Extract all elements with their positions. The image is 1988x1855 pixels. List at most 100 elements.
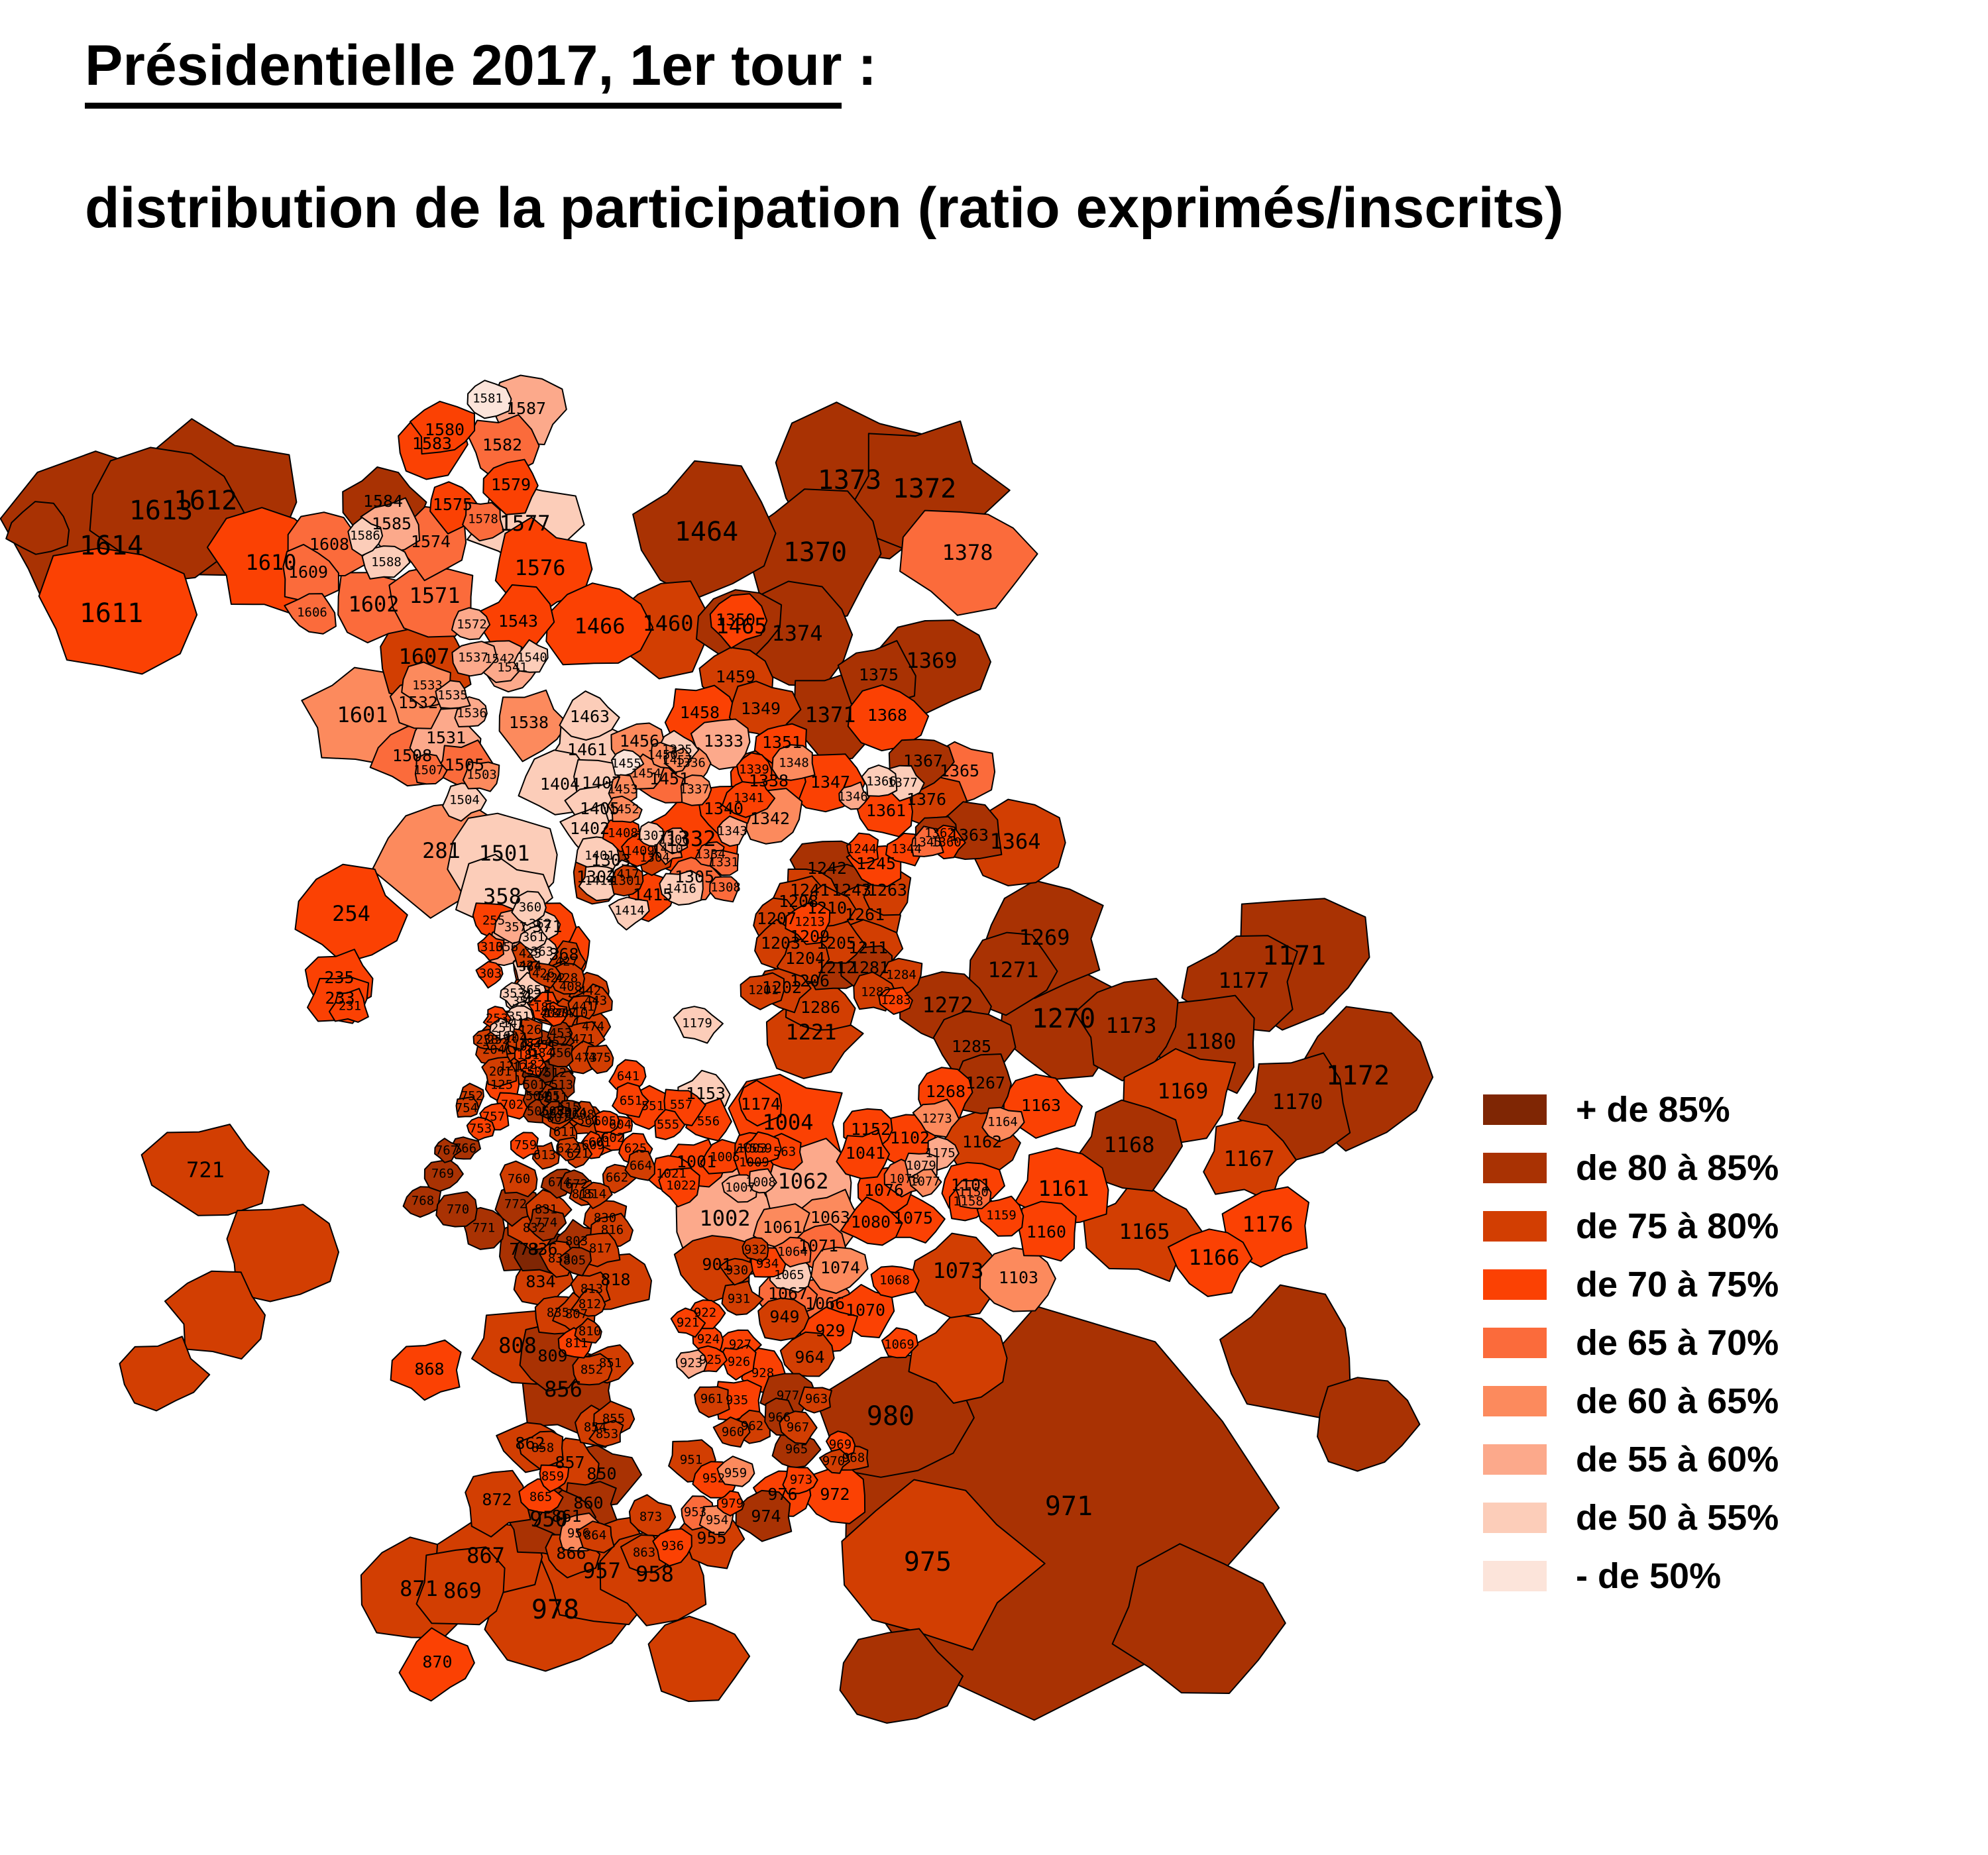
district-label-1461: 1461 (567, 740, 607, 759)
district-label-365: 365 (519, 983, 541, 998)
district-shape (908, 1313, 1008, 1404)
district-label-1272: 1272 (922, 992, 973, 1018)
district-label-1362: 1362 (924, 826, 955, 841)
district-label-424: 424 (519, 959, 541, 973)
district-label-408: 408 (559, 980, 582, 994)
district-shape-1348 (771, 744, 816, 781)
district-shape-555 (654, 1108, 686, 1140)
district-label-809: 809 (537, 1346, 567, 1365)
legend-swatch (1483, 1561, 1547, 1591)
district-label-1347: 1347 (810, 772, 850, 792)
district-label-1066: 1066 (805, 1294, 845, 1313)
district-label-873: 873 (639, 1510, 662, 1524)
district-shape-949 (757, 1297, 810, 1342)
district-label-1243: 1243 (832, 880, 871, 900)
district-shape-303 (475, 961, 504, 989)
district-label-1212: 1212 (816, 958, 856, 977)
district-label-1363: 1363 (949, 825, 989, 845)
district-label-1306: 1306 (659, 833, 690, 847)
district-label-1341: 1341 (734, 791, 764, 806)
district-label-872: 872 (482, 1490, 512, 1509)
district-label-1574: 1574 (411, 532, 451, 551)
district-label-512: 512 (544, 1066, 567, 1081)
district-label-1586: 1586 (350, 529, 380, 543)
district-label-1579: 1579 (491, 475, 531, 494)
district-label-368: 368 (549, 945, 579, 964)
district-label-956: 956 (567, 1526, 590, 1541)
district-shape-1179 (673, 1006, 724, 1044)
district-label-1340: 1340 (704, 799, 744, 818)
legend-swatch (1483, 1153, 1547, 1183)
district-shape-1077 (909, 1169, 942, 1198)
district-shape-753 (466, 1116, 496, 1141)
district-label-979: 979 (721, 1497, 744, 1511)
district-label-1283: 1283 (881, 993, 911, 1008)
district-label-867: 867 (467, 1543, 505, 1568)
district-label-452: 452 (545, 1035, 567, 1049)
district-label-925: 925 (699, 1353, 722, 1367)
district-shape (1111, 1543, 1286, 1694)
district-label-952: 952 (702, 1471, 725, 1486)
district-label-930: 930 (726, 1263, 748, 1278)
district-shape-1160 (1017, 1200, 1077, 1262)
district-label-1150: 1150 (958, 1185, 989, 1200)
district-label-1411: 1411 (584, 874, 615, 888)
district-label-966: 966 (768, 1410, 791, 1425)
district-label-471: 471 (572, 1032, 594, 1047)
district-label-1457: 1457 (662, 753, 692, 768)
district-shape-1213 (785, 902, 831, 945)
district-label-1261: 1261 (845, 905, 885, 924)
district-shape (119, 1336, 211, 1412)
district-label-1338: 1338 (749, 771, 789, 790)
district-label-953: 953 (684, 1505, 706, 1520)
district-label-253: 253 (486, 1012, 508, 1026)
district-shape-963 (798, 1386, 832, 1414)
district-label-1458: 1458 (680, 703, 720, 722)
district-label-1267: 1267 (966, 1073, 1005, 1092)
district-label-926: 926 (728, 1355, 750, 1369)
district-label-1041: 1041 (846, 1143, 885, 1163)
page-title: Présidentielle 2017, 1er tour : (85, 34, 1564, 109)
district-label-832: 832 (523, 1221, 545, 1236)
district-shape-923 (675, 1349, 708, 1379)
district-label-501: 501 (523, 1078, 545, 1092)
district-label-1543: 1543 (498, 611, 538, 631)
district-label-121: 121 (499, 1059, 522, 1074)
district-label-980: 980 (867, 1401, 914, 1432)
district-label-662: 662 (606, 1171, 628, 1185)
district-shape (226, 1204, 339, 1302)
district-label-1062: 1062 (777, 1169, 828, 1194)
district-label-976: 976 (767, 1485, 797, 1504)
district-shape-559 (744, 1131, 782, 1164)
district-label-441: 441 (572, 1000, 594, 1014)
district-label-1369: 1369 (906, 648, 957, 673)
district-label-515: 515 (557, 1100, 580, 1115)
legend-label: de 55 à 60% (1576, 1440, 1779, 1479)
district-label-1076: 1076 (864, 1181, 904, 1200)
district-label-869: 869 (443, 1578, 482, 1603)
district-label-1102: 1102 (890, 1128, 930, 1147)
district-label-1075: 1075 (893, 1208, 933, 1228)
district-shape-973 (782, 1465, 818, 1495)
district-shape-1007 (721, 1174, 758, 1203)
district-label-1367: 1367 (903, 751, 943, 770)
district-label-410: 410 (565, 1006, 588, 1021)
district-label-1175: 1175 (925, 1146, 956, 1161)
district-label-281: 281 (422, 838, 461, 863)
district-label-769: 769 (431, 1167, 454, 1181)
district-label-866: 866 (556, 1544, 586, 1563)
district-label-1376: 1376 (907, 790, 946, 809)
district-label-1334: 1334 (695, 847, 726, 862)
district-label-451: 451 (533, 1038, 556, 1053)
district-label-760: 760 (508, 1172, 530, 1187)
district-shape-1301 (611, 865, 644, 897)
district-label-774: 774 (535, 1216, 557, 1230)
district-label-1342: 1342 (750, 809, 790, 828)
district-shape-1611 (38, 547, 198, 675)
legend-item: - de 50% (1483, 1556, 1779, 1596)
district-label-425: 425 (519, 947, 541, 961)
district-label-473: 473 (575, 1051, 597, 1065)
district-label-958: 958 (635, 1562, 674, 1587)
district-shape-759 (510, 1132, 540, 1159)
